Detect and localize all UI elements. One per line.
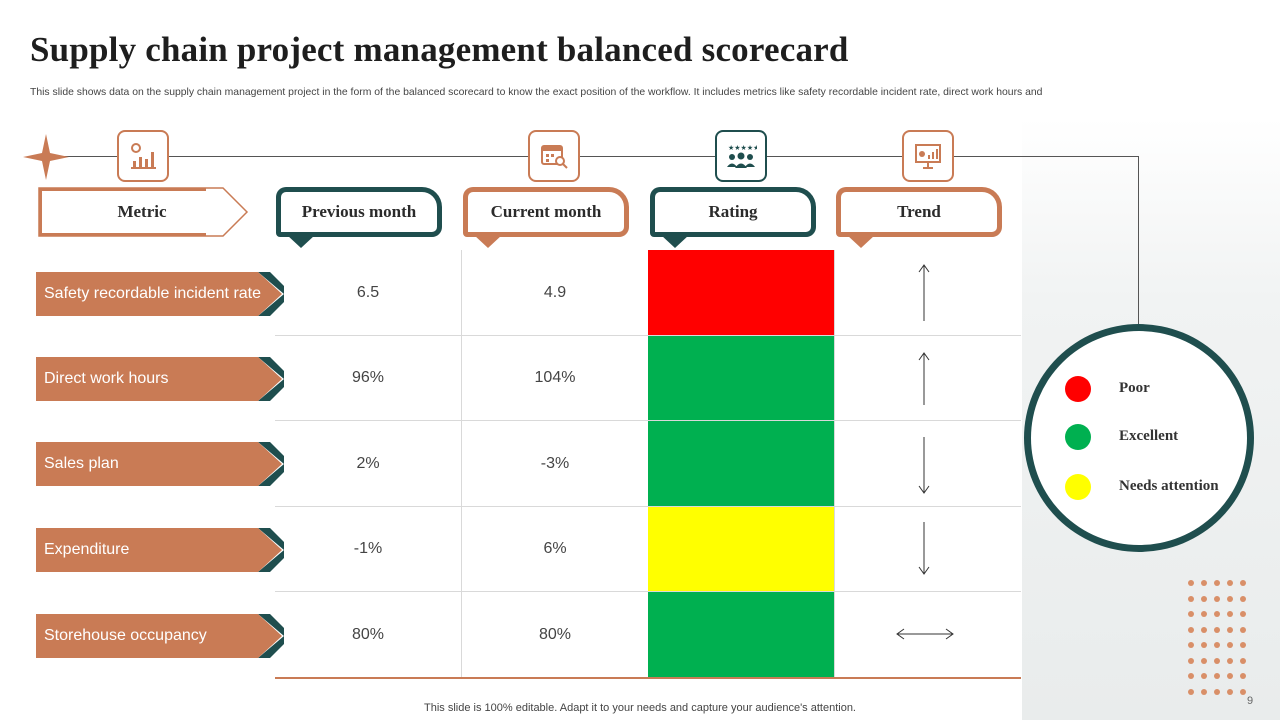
- grid-divider: [275, 335, 1021, 336]
- legend-label-poor: Poor: [1119, 380, 1150, 396]
- grid-divider: [461, 250, 462, 678]
- grid-divider: [275, 420, 1021, 421]
- decorative-dot: [1214, 580, 1220, 586]
- arrow-down-icon: [918, 522, 930, 575]
- decorative-dot: [1188, 642, 1194, 648]
- rating-block: [648, 507, 834, 591]
- connector-line: [46, 156, 1139, 157]
- trend-header: Trend: [836, 187, 1002, 248]
- metric-label-safety: Safety recordable incident rate: [36, 272, 284, 316]
- decorative-dot: [1240, 595, 1246, 602]
- arrow-down-icon: [918, 437, 930, 494]
- previous-value: 96%: [351, 369, 385, 386]
- decorative-dot: [1188, 673, 1194, 679]
- metric-header: Metric: [38, 187, 250, 237]
- decorative-dot: [1240, 626, 1246, 633]
- previous-value: -1%: [353, 540, 383, 557]
- decorative-dot: [1214, 688, 1220, 695]
- rating-block: [648, 592, 834, 677]
- grid-divider: [834, 250, 835, 678]
- decorative-dot: [1227, 673, 1233, 679]
- decorative-dot: [1201, 688, 1207, 695]
- current-month-header: Current month: [463, 187, 629, 248]
- arrow-up-icon: [918, 352, 930, 405]
- decorative-dot: [1227, 626, 1233, 633]
- table-bottom-border: [275, 677, 1021, 679]
- current-value: 6%: [543, 540, 567, 557]
- legend: Poor Excellent Needs attention: [1024, 324, 1254, 552]
- decorative-dot: [1188, 595, 1194, 602]
- previous-value: 2%: [356, 454, 380, 472]
- decorative-dot: [1214, 611, 1220, 617]
- previous-value: 6.5: [356, 283, 380, 301]
- chart-icon: [117, 130, 169, 182]
- decorative-dot: [1188, 580, 1194, 586]
- metric-label-direct-work-hours: Direct work hours: [36, 357, 284, 401]
- decorative-dot: [1201, 673, 1207, 679]
- decorative-dot: [1227, 595, 1233, 602]
- star-icon: [23, 134, 69, 180]
- svg-text:★★★★★: ★★★★★: [728, 144, 757, 152]
- decorative-dot: [1227, 642, 1233, 648]
- legend-label-excellent: Excellent: [1119, 428, 1179, 444]
- team-rating-icon: ★★★★★: [715, 130, 767, 182]
- decorative-dot: [1214, 673, 1220, 679]
- previous-month-header: Previous month: [276, 187, 442, 248]
- footer-note: This slide is 100% editable. Adapt it to…: [424, 702, 856, 714]
- legend-dot-excellent: [1065, 424, 1091, 450]
- connector-line-vertical: [1138, 156, 1139, 326]
- metric-label-sales-plan: Sales plan: [36, 442, 284, 486]
- decorative-dot: [1201, 657, 1207, 664]
- decorative-dot: [1201, 580, 1207, 586]
- decorative-dot: [1214, 626, 1220, 633]
- grid-divider: [275, 506, 1021, 507]
- arrow-up-icon: [918, 264, 930, 321]
- decorative-dot: [1240, 688, 1246, 695]
- page-title: Supply chain project management balanced…: [30, 30, 849, 69]
- page-number: 9: [1247, 695, 1254, 707]
- decorative-dot: [1201, 642, 1207, 648]
- decorative-dot: [1188, 611, 1194, 617]
- decorative-dot: [1227, 657, 1233, 664]
- legend-label-needs-attention: Needs attention: [1119, 478, 1219, 494]
- decorative-dot: [1240, 580, 1246, 586]
- rating-block: [648, 250, 834, 335]
- decorative-dot: [1227, 688, 1233, 695]
- legend-dot-poor: [1065, 376, 1091, 402]
- decorative-dot: [1201, 626, 1207, 633]
- decorative-dot: [1188, 657, 1194, 664]
- arrow-horizontal-icon: [896, 628, 954, 640]
- metric-label-expenditure: Expenditure: [36, 528, 284, 572]
- page-subtitle: This slide shows data on the supply chai…: [30, 87, 1043, 98]
- decorative-dot: [1240, 673, 1246, 679]
- current-value: 80%: [538, 625, 572, 643]
- decorative-dot: [1227, 580, 1233, 586]
- metric-label-storehouse: Storehouse occupancy: [36, 614, 284, 658]
- decorative-dot: [1214, 595, 1220, 602]
- decorative-dot: [1201, 595, 1207, 602]
- decorative-dot: [1214, 657, 1220, 664]
- rating-block: [648, 421, 834, 506]
- current-value: 4.9: [543, 283, 567, 301]
- legend-dot-needs-attention: [1065, 474, 1091, 500]
- decorative-dot: [1227, 611, 1233, 617]
- decorative-dot: [1188, 688, 1194, 695]
- rating-block: [648, 336, 834, 420]
- decorative-dot: [1240, 657, 1246, 664]
- rating-header: Rating: [650, 187, 816, 248]
- decorative-dot: [1214, 642, 1220, 648]
- current-value: 104%: [534, 369, 576, 386]
- grid-divider: [275, 591, 1021, 592]
- decorative-dot: [1188, 626, 1194, 633]
- calendar-search-icon: [528, 130, 580, 182]
- decorative-dot: [1240, 611, 1246, 617]
- decorative-dot: [1240, 642, 1246, 648]
- previous-value: 80%: [351, 625, 385, 643]
- current-value: -3%: [540, 454, 570, 472]
- decorative-dot: [1201, 611, 1207, 617]
- presentation-chart-icon: [902, 130, 954, 182]
